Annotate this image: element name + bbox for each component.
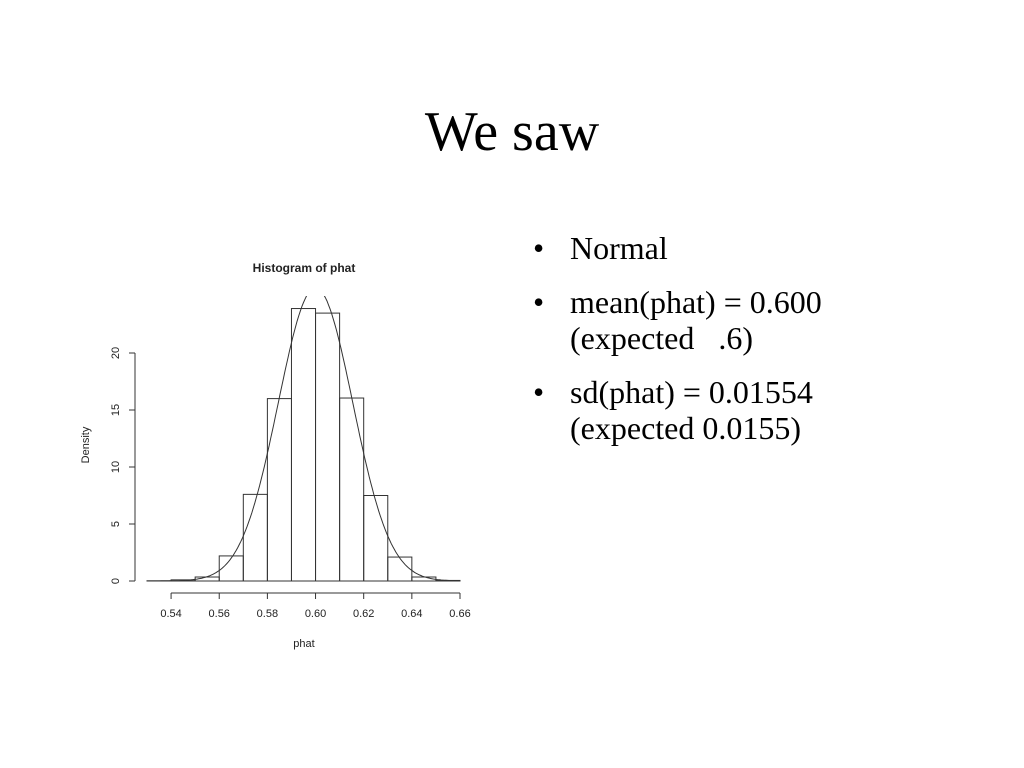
bar	[266, 398, 292, 582]
bar	[315, 312, 341, 582]
bar	[242, 493, 268, 582]
x-tick-label: 0.62	[353, 608, 374, 620]
y-axis-label: Density	[80, 426, 92, 463]
x-tick-label: 0.56	[209, 608, 230, 620]
y-tick-label: 5	[110, 521, 122, 527]
y-tick-label: 10	[110, 461, 122, 473]
bar	[339, 397, 365, 582]
bullet-list: Normal mean(phat) = 0.600 (expected .6) …	[530, 230, 870, 464]
bullet: Normal	[530, 230, 870, 266]
y-tick-label: 15	[110, 404, 122, 416]
slide-title: We saw	[424, 101, 600, 163]
x-axis-label: phat	[293, 638, 314, 650]
bar	[387, 556, 413, 582]
x-tick-label: 0.66	[449, 608, 470, 620]
chart-title: Histogram of phat	[253, 261, 356, 275]
bar	[363, 495, 389, 582]
y-tick-label: 0	[110, 578, 122, 584]
bar	[218, 555, 244, 582]
x-tick-label: 0.58	[257, 608, 278, 620]
x-tick-label: 0.54	[160, 608, 181, 620]
bullet: sd(phat) = 0.01554 (expected 0.0155)	[530, 374, 870, 446]
x-tick-label: 0.60	[305, 608, 326, 620]
density-curve	[147, 296, 460, 582]
y-tick-label: 20	[110, 347, 122, 359]
x-tick-label: 0.64	[401, 608, 422, 620]
bullet: mean(phat) = 0.600 (expected .6)	[530, 284, 870, 356]
bar	[290, 308, 317, 582]
chart: Histogram of phat phat Density 0.54 0.56 0…	[80, 261, 471, 650]
